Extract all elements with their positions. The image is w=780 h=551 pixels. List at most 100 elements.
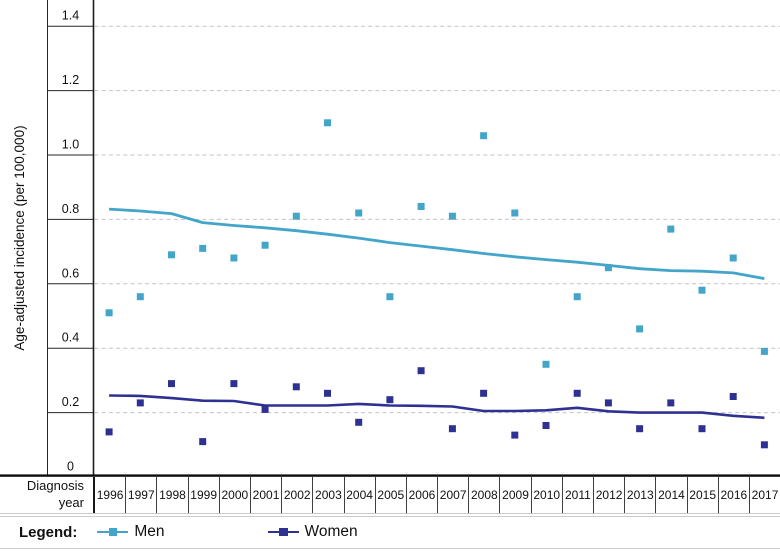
legend-item-men: Men: [97, 523, 165, 541]
women-trend-line: [109, 394, 765, 420]
women-point-1998: [168, 380, 175, 388]
x-axis-line: [0, 474, 780, 477]
y-tick-labels: 1.4 1.2 1.0 0.8 0.6 0.4 0.2 0: [62, 9, 79, 474]
year-label-2007: 2007: [437, 477, 468, 513]
swatch-square-marker: [279, 527, 288, 537]
men-trend-line: [109, 207, 765, 280]
men-point-2001: [261, 241, 269, 249]
year-label-2002: 2002: [281, 477, 312, 513]
men-point-2016: [729, 254, 737, 262]
axis-frame: [0, 0, 780, 477]
women-point-2015: [698, 425, 706, 433]
men-point-2005: [386, 293, 394, 301]
women-point-2013: [636, 425, 644, 433]
men-point-2015: [698, 286, 706, 294]
legend-item-label: Women: [304, 523, 358, 541]
year-label-2012: 2012: [593, 477, 624, 513]
women-point-2012: [604, 399, 612, 407]
men-point-2012: [604, 264, 612, 272]
men-swatch: [97, 527, 129, 537]
y-tick-label: 0.4: [62, 331, 79, 345]
legend-items: Men Women: [77, 523, 358, 542]
men-point-2007: [448, 212, 456, 220]
women-point-2006: [417, 367, 425, 375]
men-point-2014: [667, 225, 675, 233]
y-tick-label: 0: [67, 460, 74, 474]
y-axis-title: Age-adjusted incidence (per 100,000): [12, 125, 27, 350]
year-label-2009: 2009: [499, 477, 530, 513]
women-point-2004: [355, 418, 363, 426]
legend-item-women: Women: [267, 523, 358, 541]
year-label-2016: 2016: [717, 477, 749, 513]
men-point-2011: [573, 293, 581, 301]
year-label-2010: 2010: [530, 477, 562, 513]
year-label-2008: 2008: [468, 477, 499, 513]
men-point-2002: [292, 212, 300, 220]
women-point-2007: [448, 425, 456, 433]
year-label-2014: 2014: [655, 477, 686, 513]
women-point-2008: [480, 389, 488, 397]
year-label-2013: 2013: [624, 477, 655, 513]
y-tick-label: 0.6: [62, 266, 79, 280]
men-point-2017: [760, 347, 768, 355]
y-tick-label: 0.2: [62, 395, 79, 409]
year-labels: 1996 1997 1998 1999 2000 2001 2002 2003 2004 2005…: [93, 477, 780, 513]
year-label-1996: 1996: [93, 477, 125, 513]
women-point-2010: [542, 422, 550, 429]
year-label-2005: 2005: [374, 477, 406, 513]
year-label-2004: 2004: [343, 477, 375, 513]
y-tick-label: 1.4: [62, 9, 79, 23]
year-label-2006: 2006: [405, 477, 437, 513]
women-point-2014: [667, 399, 675, 407]
women-point-2002: [292, 383, 300, 391]
women-point-2017: [760, 441, 768, 449]
legend-label: Legend:: [19, 524, 78, 541]
men-point-1998: [168, 251, 175, 259]
plot-area: 1.4 1.2 1.0 0.8 0.6 0.4 0.2 0 Age-adjusted inci…: [0, 0, 780, 477]
year-label-1999: 1999: [187, 477, 219, 513]
women-point-2000: [230, 380, 238, 388]
women-point-2016: [729, 393, 737, 400]
y-tick-label: 0.8: [62, 202, 79, 216]
women-point-1996: [105, 428, 113, 436]
women-point-2003: [324, 389, 331, 397]
men-point-2006: [417, 203, 425, 210]
year-label-2015: 2015: [686, 477, 718, 513]
men-point-2008: [480, 132, 488, 140]
year-label-2003: 2003: [312, 477, 343, 513]
women-point-2005: [386, 396, 394, 404]
x-axis-title-cell: Diagnosis year: [0, 477, 93, 513]
women-point-1997: [136, 399, 144, 407]
women-point-2011: [573, 389, 581, 397]
men-point-2009: [511, 209, 519, 217]
year-label-1998: 1998: [156, 477, 187, 513]
men-point-1996: [105, 309, 113, 317]
year-label-2001: 2001: [249, 477, 281, 513]
x-axis-title: Diagnosis year: [26, 478, 84, 510]
x-axis-row: Diagnosis year 1996 1997 1998 1999 2000 2001 2…: [0, 477, 780, 514]
year-label-1997: 1997: [125, 477, 156, 513]
men-point-2000: [230, 254, 238, 262]
y-tick-label: 1.2: [62, 73, 79, 87]
women-swatch: [267, 527, 299, 537]
gridlines: [94, 25, 780, 414]
men-point-2004: [355, 209, 363, 217]
women-point-2001: [261, 405, 269, 413]
scatter-points: [105, 119, 768, 449]
women-point-2009: [511, 431, 519, 439]
men-point-1997: [136, 293, 144, 301]
legend: Legend: Men Women: [0, 516, 780, 549]
women-point-1999: [199, 438, 207, 446]
swatch-square-marker: [108, 527, 118, 537]
year-label-2000: 2000: [218, 477, 250, 513]
legend-item-label: Men: [134, 523, 165, 541]
trend-lines: [109, 207, 765, 420]
men-point-1999: [199, 244, 207, 252]
men-point-2010: [542, 360, 550, 368]
men-point-2003: [324, 119, 331, 127]
y-tick-label: 1.0: [62, 138, 79, 152]
year-label-2011: 2011: [561, 477, 593, 513]
year-label-2017: 2017: [748, 477, 780, 513]
men-point-2013: [636, 325, 644, 333]
